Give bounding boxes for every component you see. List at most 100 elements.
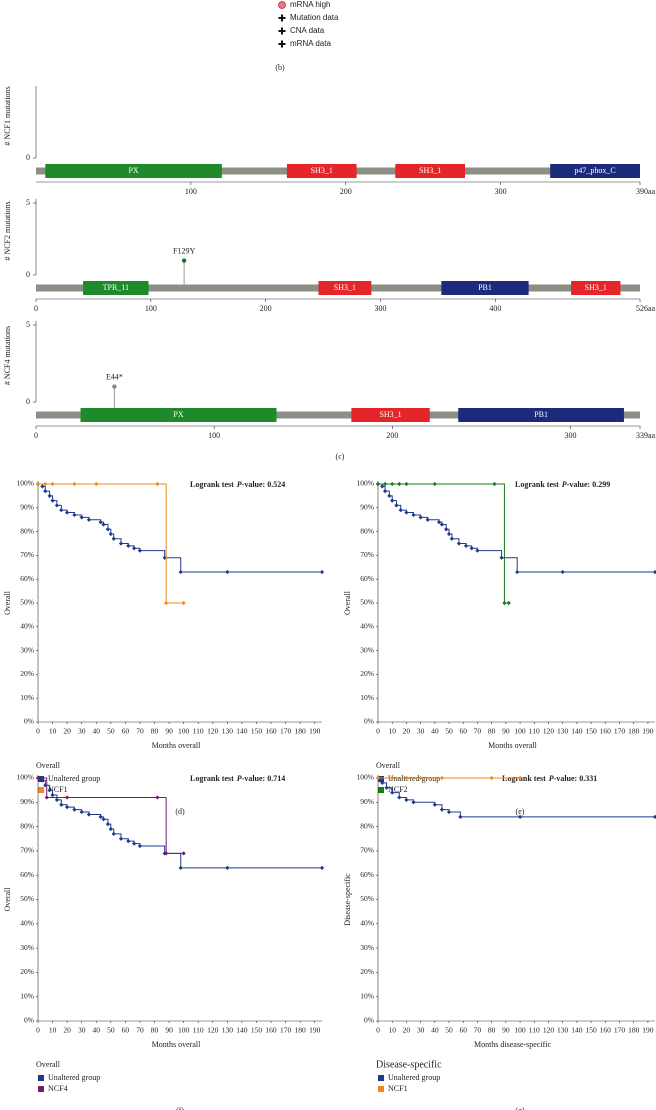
annotation-part: -value: 0.714 [242,774,286,783]
x-tick-label: 110 [193,1026,204,1035]
x-tick-label: 190 [309,727,321,736]
x-tick-label: 100 [178,1026,190,1035]
domain-label: PX [128,166,138,175]
x-tick-label: 150 [251,1026,263,1035]
legend-swatch [378,1086,384,1092]
annotation-part: Logrank test [515,480,559,489]
censor-marker [404,797,409,802]
x-tick-label: 140 [571,727,583,736]
y-tick-label: 70% [20,550,34,559]
censor-marker [132,841,137,846]
y-tick-label: 90% [360,503,374,512]
y-tick-label: 100% [357,773,375,782]
censor-marker [105,527,111,532]
censor-marker [375,481,381,487]
censor-marker [137,843,143,849]
censor-marker [394,503,399,508]
y-tick-label: 0% [364,1016,374,1025]
annotation-part: Logrank test [502,774,546,783]
y-tick-label: 90% [20,503,34,512]
x-tick-label: 50 [107,727,115,736]
x-tick-label: 60 [122,1026,130,1035]
x-tick-label: 180 [295,727,307,736]
legend-label: NCF4 [48,1084,68,1093]
censor-marker [126,543,131,549]
protein-domain [458,408,624,422]
y-axis-label: # NCF1 mutations [3,86,12,145]
x-tick-label: 130 [222,1026,234,1035]
annotation-part: Logrank test [190,480,234,489]
mutation-label: E44* [106,372,123,381]
panel-label: (f) [176,1106,184,1110]
censor-marker [390,775,395,781]
censor-marker [118,541,124,546]
censor-marker [652,814,656,820]
x-axis-label: Months disease-specific [474,1040,552,1049]
survival-curve [378,483,509,604]
x-tick-label: 100 [514,1026,526,1035]
censor-marker [449,536,454,541]
y-axis-label: Disease-specific [343,873,352,926]
censor-marker [105,822,111,827]
censor-marker [436,519,442,525]
protein-domain [571,281,621,295]
protein-domain [395,164,465,178]
x-tick-label: 60 [122,727,130,736]
x-tick-label: 40 [93,1026,101,1035]
y-axis-label: Overall [343,590,352,615]
x-tick-label: 200 [260,304,272,313]
censor-marker [108,826,113,832]
censor-marker [432,802,437,807]
x-tick-label: 100 [185,187,197,196]
x-tick-label: 30 [417,727,425,736]
censor-marker [411,512,416,518]
x-tick-label: 150 [585,1026,597,1035]
x-tick-label: 130 [557,1026,569,1035]
censor-marker [446,531,452,537]
censor-marker [72,512,77,518]
legend-label: mRNA high [290,0,330,9]
domain-label: SH3_1 [334,283,356,292]
legend-swatch [38,1086,44,1092]
x-tick-label: 400 [489,304,501,313]
y-tick-label: 100% [17,773,35,782]
x-tick-label: 170 [614,1026,626,1035]
x-tick-label: 60 [459,727,467,736]
y-tick-label: 100% [17,479,35,488]
legend-label: NCF1 [388,1084,408,1093]
censor-marker [418,515,423,520]
y-tick-label: 20% [360,669,374,678]
censor-marker [54,797,60,802]
censor-marker [469,546,474,551]
y-axis-label: Overall [3,887,12,912]
survival-curve [378,483,655,573]
legend-swatch [38,776,44,782]
x-tick-label: 150 [251,727,263,736]
x-tick-label: 10 [388,727,396,736]
x-tick-label: 150 [585,727,597,736]
y-tick-label: 10% [360,991,374,1000]
y-tick-label: 0% [24,1016,34,1025]
domain-label: PB1 [534,410,548,419]
x-tick-label: 40 [431,1026,439,1035]
censor-marker [506,600,511,606]
x-tick-label: 110 [193,727,204,736]
annotation: Logrank test P-value: 0.714 [190,774,285,783]
protein-backbone [36,411,640,419]
y-tick-label: 10% [20,991,34,1000]
censor-marker [178,865,183,871]
x-tick-label: 200 [340,187,352,196]
protein-domain [80,408,277,422]
y-tick-label: 5 [26,198,30,207]
x-tick-label: 90 [502,727,510,736]
censor-marker [59,508,64,513]
annotation-part: -value: 0.299 [567,480,611,489]
y-tick-label: 30% [360,645,374,654]
x-tick-label: 80 [151,727,159,736]
protein-domain [318,281,372,295]
censor-marker [137,548,143,553]
censor-marker [458,814,463,820]
x-tick-label: 20 [403,1026,411,1035]
protein-domain [286,164,357,178]
